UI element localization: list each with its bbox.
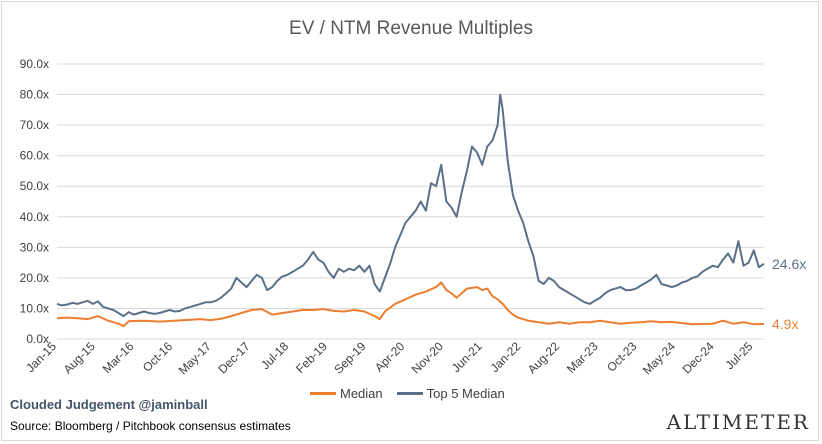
end-label-top5: 24.6x <box>772 256 806 272</box>
x-tick-label: Nov-20 <box>409 339 446 376</box>
end-label-median: 4.9x <box>772 316 798 332</box>
y-tick-label: 60.0x <box>20 149 49 163</box>
x-tick-label: Sep-19 <box>331 339 368 376</box>
y-tick-label: 80.0x <box>20 88 49 102</box>
brand-credit: Clouded Judgement @jaminball <box>10 397 208 412</box>
x-tick-label: Jul-25 <box>723 339 756 372</box>
x-tick-label: Feb-19 <box>293 339 330 376</box>
x-tick-label: May-24 <box>640 339 678 377</box>
altimeter-logo: ALTIMETER <box>666 410 810 434</box>
y-tick-label: 50.0x <box>20 179 49 193</box>
y-tick-label: 20.0x <box>20 271 49 285</box>
series-line-median <box>56 281 765 328</box>
legend-item-top5: Top 5 Median <box>396 386 505 401</box>
x-tick-label: Oct-16 <box>140 339 176 375</box>
x-tick-label: Oct-23 <box>604 339 640 375</box>
y-tick-label: 40.0x <box>20 210 49 224</box>
x-tick-label: Mar-16 <box>100 339 137 376</box>
source-note: Source: Bloomberg / Pitchbook consensus … <box>10 419 291 433</box>
y-tick-label: 0.0x <box>26 332 49 346</box>
x-tick-label: Mar-23 <box>564 339 601 376</box>
x-tick-label: Dec-17 <box>215 339 252 376</box>
x-tick-label: Jun-21 <box>449 339 485 375</box>
legend-label-top5: Top 5 Median <box>426 386 505 401</box>
legend: Median Top 5 Median <box>310 386 505 401</box>
legend-swatch-top5 <box>396 392 423 395</box>
x-tick-label: Aug-22 <box>525 339 562 376</box>
legend-item-median: Median <box>310 386 383 401</box>
x-tick-label: Aug-15 <box>61 339 98 376</box>
series-line-top5 <box>56 93 765 318</box>
y-tick-label: 70.0x <box>20 118 49 132</box>
y-tick-label: 90.0x <box>20 57 49 71</box>
chart-title: EV / NTM Revenue Multiples <box>289 18 533 39</box>
x-tick-label: May-17 <box>176 339 214 377</box>
x-tick-label: Jul-18 <box>258 339 291 372</box>
y-tick-label: 10.0x <box>20 301 49 315</box>
x-tick-label: Apr-20 <box>372 339 408 375</box>
x-tick-label: Dec-24 <box>680 339 717 376</box>
legend-label-median: Median <box>340 386 383 401</box>
legend-swatch-median <box>310 392 336 395</box>
y-tick-label: 30.0x <box>20 240 49 254</box>
x-tick-label: Jan-22 <box>488 339 524 375</box>
